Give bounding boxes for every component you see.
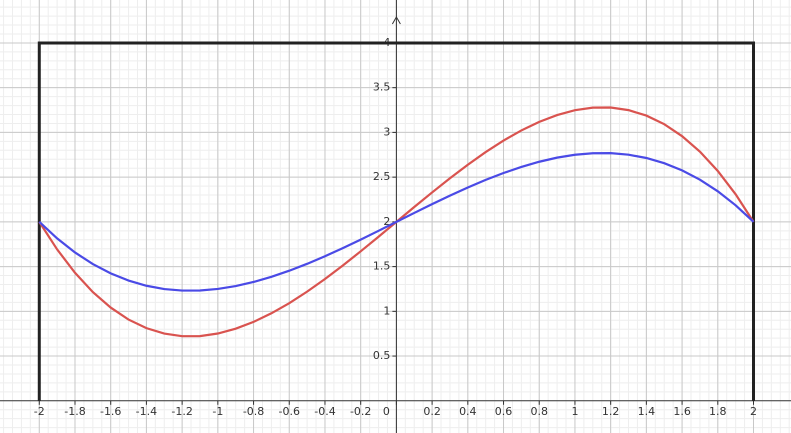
y-axis-arrow <box>391 15 401 25</box>
x-tick-label: -0.2 <box>350 405 371 418</box>
x-tick-label: 1 <box>571 405 578 418</box>
x-tick-label: -0.6 <box>279 405 300 418</box>
y-tick-label: 2 <box>383 215 390 228</box>
x-tick-label: 0.6 <box>495 405 513 418</box>
x-tick-label: 1.4 <box>638 405 656 418</box>
y-tick-label: 3 <box>383 125 390 138</box>
y-tick-label: 3.5 <box>373 81 391 94</box>
y-tick-label: 1 <box>383 304 390 317</box>
x-tick-label: -1.4 <box>136 405 157 418</box>
x-tick-label: -1.8 <box>64 405 85 418</box>
x-tick-label: -0.4 <box>314 405 335 418</box>
curve <box>38 152 755 292</box>
x-tick-label: 2 <box>750 405 757 418</box>
x-tick-label: 1.8 <box>709 405 727 418</box>
y-tick-label: 2.5 <box>373 170 391 183</box>
x-tick-label: -0.8 <box>243 405 264 418</box>
x-tick-label: -1.6 <box>100 405 121 418</box>
x-tick-label: 0 <box>383 405 390 418</box>
x-tick-label: 0.8 <box>530 405 548 418</box>
y-tick-label: 1.5 <box>373 260 391 273</box>
x-tick-label: 1.6 <box>673 405 691 418</box>
x-tick-label: 1.2 <box>602 405 620 418</box>
x-tick-label: 0.4 <box>459 405 477 418</box>
x-tick-label: -1.2 <box>171 405 192 418</box>
x-tick-label: -2 <box>34 405 45 418</box>
x-tick-label: -1 <box>212 405 223 418</box>
y-tick-label: 0.5 <box>373 349 391 362</box>
x-tick-label: 0.2 <box>423 405 441 418</box>
